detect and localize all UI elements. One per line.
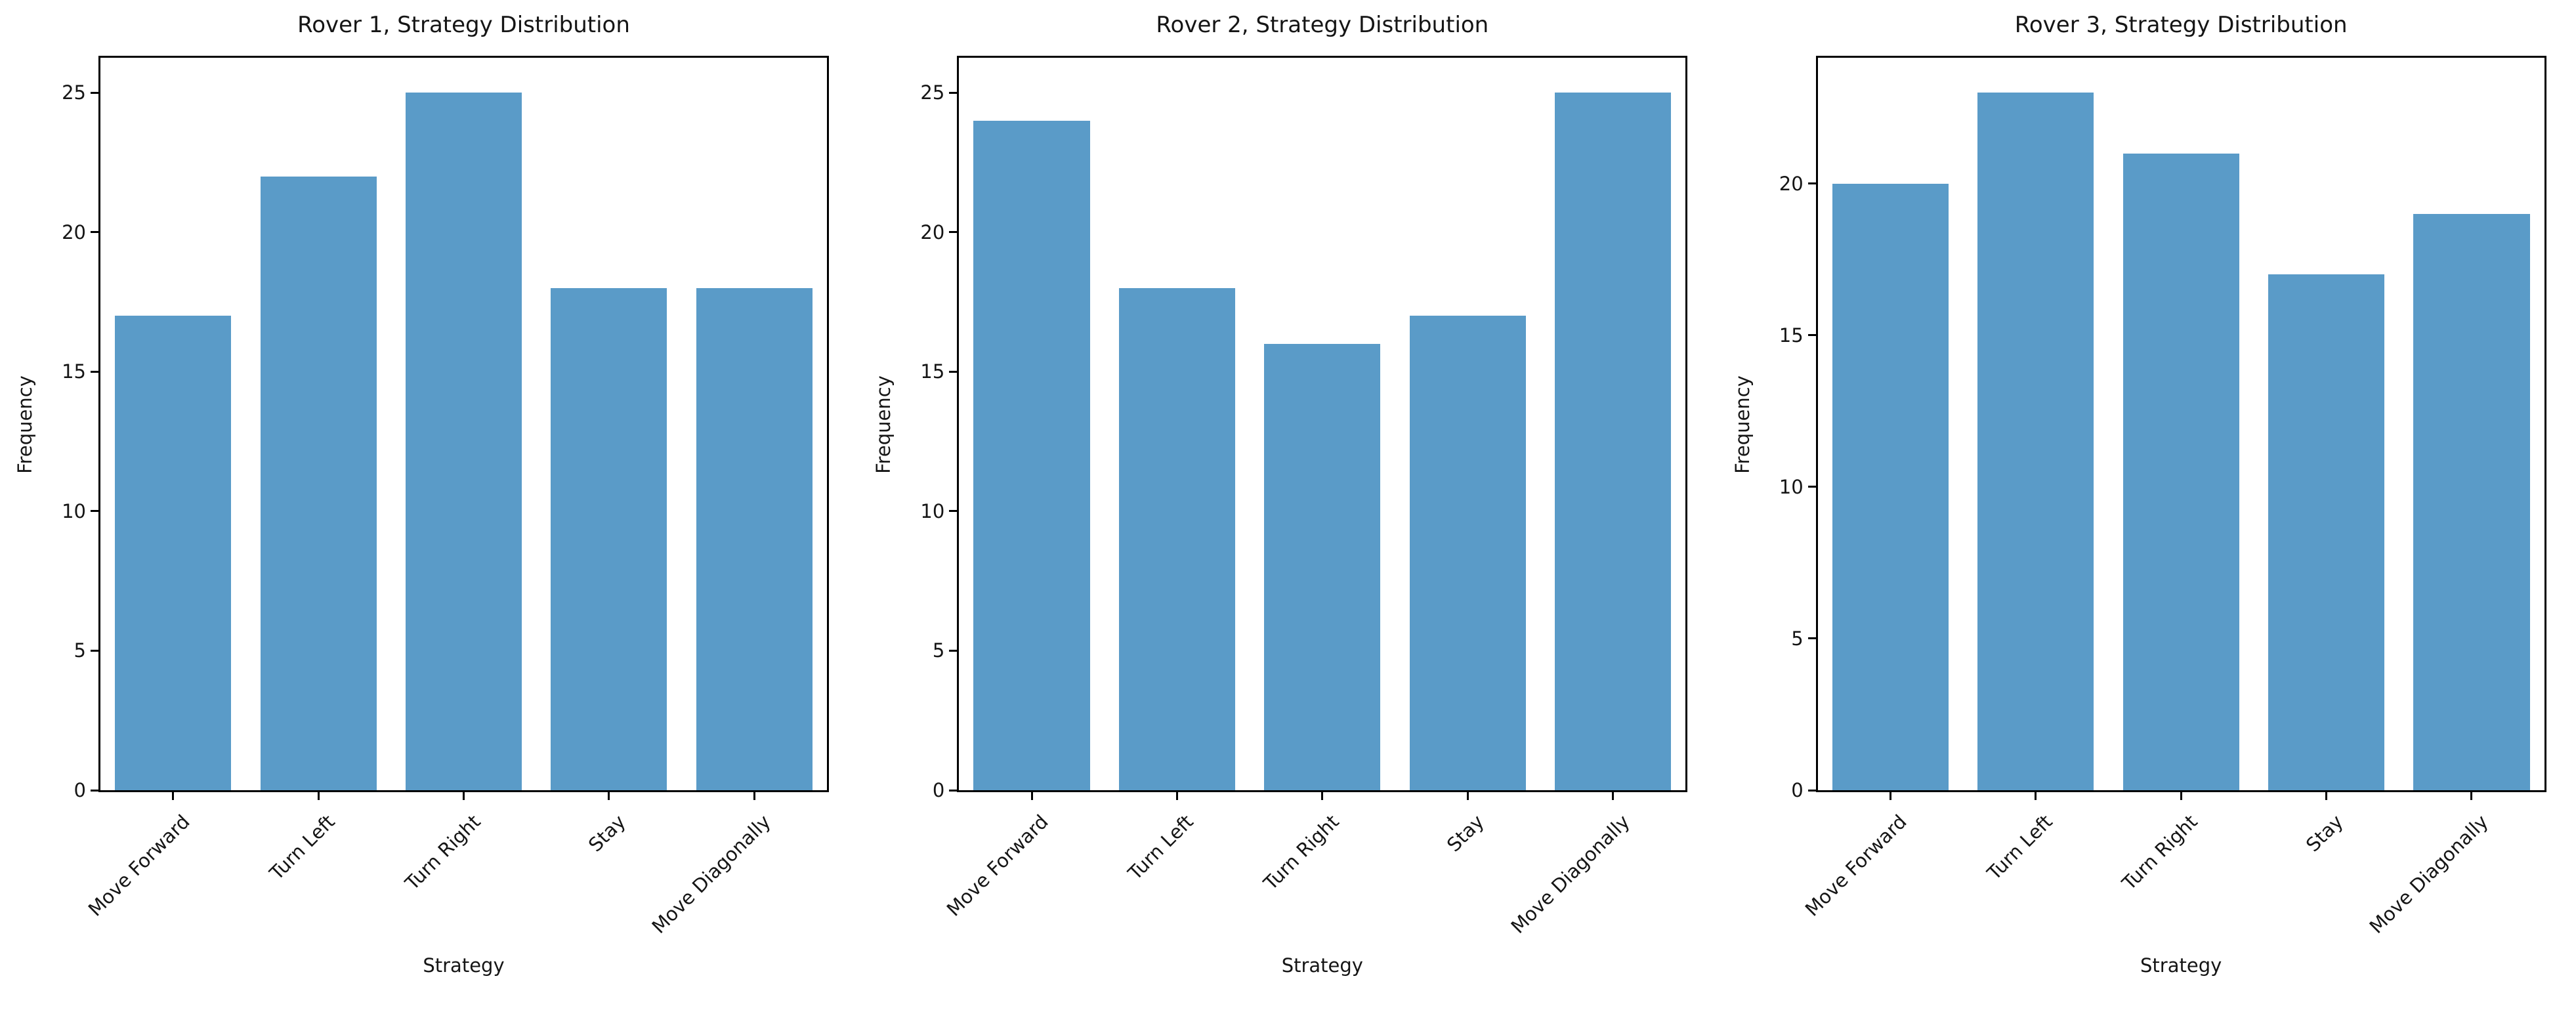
y-tick-mark — [949, 370, 958, 373]
bar-turn-right — [1264, 343, 1381, 790]
bar-stay — [2268, 274, 2385, 790]
plot-area: 0 5 10 15 20 25 Move Forward Turn Left Turn Righ… — [920, 56, 1688, 938]
y-tick-mark — [1807, 486, 1816, 488]
x-axis-label: Strategy — [2140, 954, 2222, 977]
y-tick-mark — [949, 91, 958, 94]
y-tick-mark — [949, 510, 958, 513]
y-tick-label: 25 — [920, 81, 945, 104]
x-tick-label: Turn Right — [1259, 810, 1343, 895]
bar-move-diagonally — [696, 287, 813, 790]
x-tick-label: Move Forward — [83, 810, 194, 921]
y-tick-mark — [949, 649, 958, 652]
rover-3-chart-panel: Rover 3, Strategy Distribution Frequency… — [1718, 0, 2576, 1014]
y-tick-label: 0 — [932, 779, 945, 801]
y-tick-mark — [1807, 182, 1816, 185]
y-tick-mark — [949, 231, 958, 234]
y-tick-label: 25 — [62, 81, 86, 104]
y-tick-mark — [91, 510, 98, 513]
bar-move-forward — [1832, 183, 1949, 790]
y-axis-label: Frequency — [1731, 375, 1754, 474]
y-tick-label: 0 — [1791, 779, 1804, 801]
y-tick-label: 5 — [74, 639, 86, 662]
x-tick-mark — [2325, 792, 2328, 800]
bar-turn-right — [2122, 153, 2239, 790]
x-tick-mark — [2180, 792, 2182, 800]
x-tick-mark — [1321, 792, 1324, 800]
y-tick-label: 10 — [1779, 475, 1804, 498]
x-axis-label: Strategy — [423, 954, 505, 977]
y-tick-mark — [1807, 789, 1816, 792]
bar-stay — [551, 287, 667, 790]
x-tick-label: Move Diagonally — [2365, 810, 2493, 938]
y-tick-label: 5 — [1791, 627, 1804, 650]
y-tick-label: 5 — [932, 639, 945, 662]
y-tick-mark — [91, 231, 98, 234]
y-tick-mark — [91, 789, 98, 792]
x-tick-label: Turn Left — [265, 810, 339, 885]
x-tick-mark — [1612, 792, 1615, 800]
bar-turn-left — [1118, 287, 1235, 790]
plot-area: 0 5 10 15 20 Move Forward Turn Left Turn Right S… — [1779, 56, 2546, 938]
y-tick-label: 20 — [1779, 172, 1804, 195]
x-tick-mark — [1030, 792, 1033, 800]
x-tick-label: Turn Left — [1982, 810, 2057, 885]
y-tick-label: 15 — [920, 360, 945, 383]
y-axis-label: Frequency — [14, 375, 36, 474]
y-tick-mark — [91, 370, 98, 373]
x-tick-mark — [463, 792, 465, 800]
y-tick-label: 20 — [62, 221, 86, 243]
y-tick-label: 0 — [74, 779, 86, 801]
x-tick-mark — [2035, 792, 2037, 800]
x-tick-mark — [608, 792, 610, 800]
x-axis-label: Strategy — [1281, 954, 1363, 977]
chart-title: Rover 1, Strategy Distribution — [297, 12, 630, 38]
y-tick-mark — [949, 789, 958, 792]
bar-turn-left — [1977, 93, 2094, 790]
rover-1-chart-panel: Rover 1, Strategy Distribution Frequency… — [0, 0, 858, 1014]
x-tick-label: Move Diagonally — [1506, 810, 1634, 938]
chart-title: Rover 2, Strategy Distribution — [1156, 12, 1489, 38]
y-tick-mark — [91, 91, 98, 94]
bar-move-diagonally — [2413, 214, 2530, 790]
bar-move-diagonally — [1555, 93, 1672, 790]
rover-2-chart-panel: Rover 2, Strategy Distribution Frequency… — [858, 0, 1717, 1014]
y-tick-mark — [91, 649, 98, 652]
y-tick-label: 15 — [1779, 324, 1804, 347]
x-tick-mark — [2470, 792, 2473, 800]
y-axis-label: Frequency — [872, 375, 895, 474]
x-tick-label: Move Forward — [1801, 810, 1912, 921]
x-tick-label: Turn Right — [400, 810, 485, 895]
x-tick-mark — [172, 792, 175, 800]
y-tick-label: 15 — [62, 360, 86, 383]
chart-title: Rover 3, Strategy Distribution — [2014, 12, 2348, 38]
y-tick-label: 20 — [920, 221, 945, 243]
x-tick-label: Stay — [583, 810, 630, 856]
bar-turn-left — [260, 176, 377, 790]
x-tick-label: Turn Right — [2117, 810, 2202, 895]
x-tick-label: Move Diagonally — [647, 810, 776, 938]
plot-area: 0 5 10 15 20 25 Move Forward Turn Left Turn Righ… — [62, 56, 829, 938]
y-tick-mark — [1807, 334, 1816, 337]
y-tick-label: 10 — [62, 499, 86, 522]
bar-move-forward — [115, 316, 232, 790]
x-tick-label: Move Forward — [942, 810, 1053, 921]
x-tick-mark — [1175, 792, 1178, 800]
x-tick-mark — [1466, 792, 1469, 800]
x-tick-label: Stay — [2301, 810, 2348, 856]
y-tick-label: 10 — [920, 499, 945, 522]
bar-turn-right — [405, 93, 522, 790]
x-tick-mark — [1889, 792, 1891, 800]
bar-stay — [1409, 316, 1526, 790]
x-tick-mark — [317, 792, 320, 800]
x-tick-mark — [753, 792, 755, 800]
bar-move-forward — [973, 120, 1090, 790]
x-tick-label: Stay — [1443, 810, 1489, 856]
x-tick-label: Turn Left — [1124, 810, 1198, 885]
y-tick-mark — [1807, 637, 1816, 640]
